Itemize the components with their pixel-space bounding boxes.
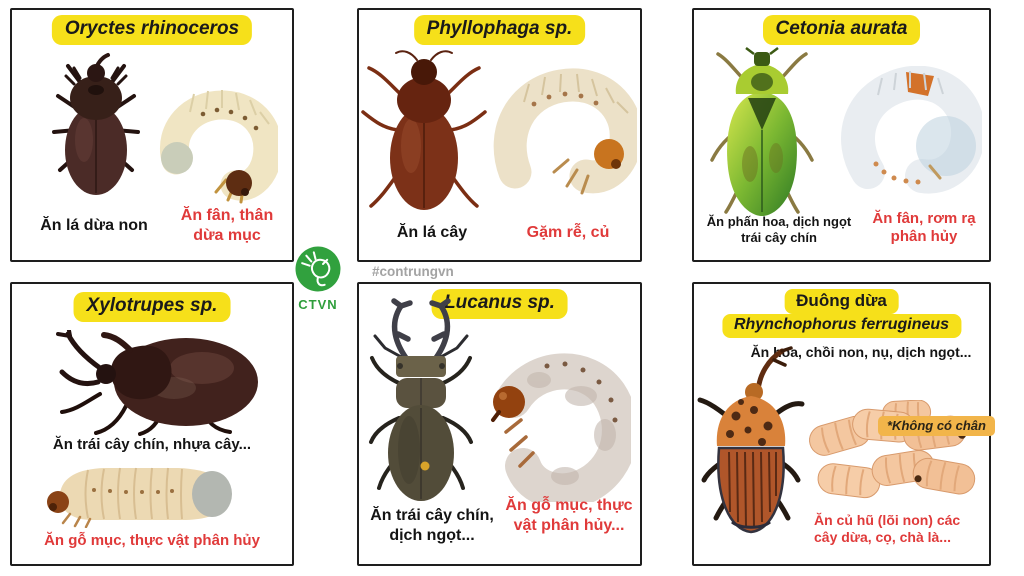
phyllophaga-adult-beetle-image <box>361 50 487 210</box>
larva-diet-label: Ăn fân, rơm rạ phân hủy <box>872 210 976 246</box>
larva-diet-label: Ăn gỗ mục, thực vật phân hủy... <box>505 497 633 534</box>
oryctes-larva-image <box>160 90 278 204</box>
larva-diet-label: Ăn củ hũ (lõi non) các cây dừa, cọ, chà … <box>814 512 961 546</box>
lucanus-adult-beetle-image <box>369 298 473 501</box>
species-title-badge: Xylotrupes sp. <box>73 292 231 322</box>
larva-diet-label: Gặm rễ, củ <box>526 224 610 241</box>
species-common-name-badge: Đuông dừa <box>784 289 899 314</box>
larva-diet-label: Ăn gỗ mục, thực vật phân hủy <box>44 532 260 549</box>
adult-diet-label: Ăn lá dừa non <box>40 217 148 234</box>
adult-diet-label: Ăn hoa, chồi non, nụ, dịch ngọt... <box>750 344 972 360</box>
species-title-badge: Cetonia aurata <box>762 15 921 45</box>
panel-oryctes-rhinoceros: Oryctes rhinoceros <box>10 8 294 262</box>
ctvn-logo-icon <box>295 246 341 292</box>
species-title-badge: Lucanus sp. <box>431 289 568 319</box>
panel-cetonia-aurata: Cetonia aurata <box>692 8 991 262</box>
watermark-hashtag: #contrungvn <box>372 264 454 279</box>
adult-diet-label: Ăn phấn hoa, dịch ngọt trái cây chín <box>706 214 852 245</box>
ctvn-logo-text: CTVN <box>298 297 338 312</box>
panel-lucanus: Lucanus sp. <box>357 282 642 566</box>
larva-diet-label: Ăn fân, thân dừa mục <box>180 207 274 244</box>
species-title-badge: Oryctes rhinoceros <box>51 15 253 45</box>
panel-xylotrupes: Xylotrupes sp. Ăn trái cây chín, nhựa câ… <box>10 282 294 566</box>
adult-diet-label: Ăn lá cây <box>396 224 468 241</box>
rhynchophorus-adult-weevil-image <box>697 346 805 534</box>
adult-diet-label: Ăn trái cây chín, nhựa cây... <box>52 436 252 453</box>
cetonia-adult-beetle-image <box>710 47 814 216</box>
oryctes-adult-beetle-image <box>52 53 140 195</box>
panel-rhynchophorus: Đuông dừa Rhynchophorus ferrugineus Ăn h… <box>692 282 995 566</box>
no-legs-note-badge: *Không có chân <box>878 416 995 436</box>
xylotrupes-larva-image <box>47 467 232 528</box>
phyllophaga-larva-image <box>493 68 637 195</box>
panel-phyllophaga: Phyllophaga sp. <box>357 8 642 262</box>
xylotrupes-adult-beetle-image <box>56 330 258 436</box>
species-title-badge: Rhynchophorus ferrugineus <box>721 314 962 338</box>
species-title-badge: Phyllophaga sp. <box>413 15 586 45</box>
lucanus-larva-image <box>491 353 631 502</box>
ctvn-logo: CTVN <box>291 244 345 312</box>
adult-diet-label: Ăn trái cây chín, dịch ngọt... <box>370 507 494 544</box>
cetonia-larva-image <box>841 66 982 194</box>
